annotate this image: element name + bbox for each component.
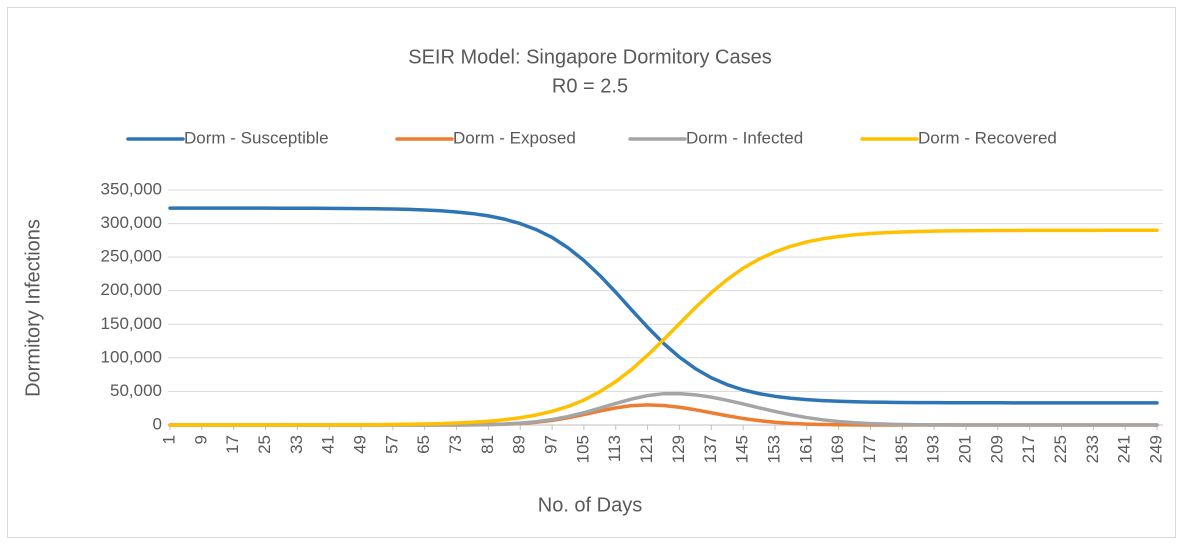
- legend-label: Dorm - Susceptible: [184, 128, 329, 147]
- x-tick-label: 185: [892, 435, 911, 463]
- y-tick-label: 50,000: [110, 381, 162, 400]
- x-tick-label: 41: [319, 435, 338, 454]
- x-tick-label: 9: [191, 435, 210, 444]
- y-tick-label: 150,000: [101, 314, 162, 333]
- x-tick-label: 129: [669, 435, 688, 463]
- x-tick-label: 81: [478, 435, 497, 454]
- x-axis-title: No. of Days: [538, 494, 642, 516]
- y-tick-label: 100,000: [101, 347, 162, 366]
- x-tick-label: 145: [733, 435, 752, 463]
- y-tick-label: 250,000: [101, 247, 162, 266]
- x-tick-label: 73: [446, 435, 465, 454]
- y-axis-title: Dormitory Infections: [22, 219, 44, 397]
- x-tick-label: 241: [1115, 435, 1134, 463]
- legend-label: Dorm - Exposed: [453, 128, 576, 147]
- x-tick-label: 113: [605, 435, 624, 462]
- x-tick-label: 193: [924, 435, 943, 463]
- x-tick-label: 217: [1019, 435, 1038, 463]
- x-tick-label: 89: [510, 435, 529, 454]
- series-line: [168, 206, 1159, 405]
- x-tick-label: 249: [1147, 435, 1166, 463]
- x-tick-label: 121: [637, 435, 656, 463]
- y-tick-label: 200,000: [101, 280, 162, 299]
- x-tick-label: 25: [255, 435, 274, 454]
- chart-subtitle: R0 = 2.5: [552, 75, 628, 97]
- x-tick-label: 105: [573, 435, 592, 463]
- x-tick-label: 137: [701, 435, 720, 463]
- legend-label: Dorm - Infected: [686, 128, 803, 147]
- x-tick-label: 65: [414, 435, 433, 454]
- y-tick-label: 0: [153, 414, 162, 433]
- x-tick-label: 17: [223, 435, 242, 454]
- legend-label: Dorm - Recovered: [918, 128, 1057, 147]
- x-tick-label: 1: [159, 435, 178, 444]
- y-tick-label: 350,000: [101, 179, 162, 198]
- series-line: [168, 228, 1159, 427]
- y-tick-label: 300,000: [101, 213, 162, 232]
- x-tick-label: 33: [287, 435, 306, 454]
- x-tick-label: 225: [1051, 435, 1070, 463]
- x-tick-label: 233: [1083, 435, 1102, 463]
- x-tick-label: 201: [955, 435, 974, 463]
- x-tick-label: 177: [860, 435, 879, 463]
- x-tick-label: 209: [987, 435, 1006, 463]
- x-tick-label: 169: [828, 435, 847, 463]
- chart-border: [7, 7, 1176, 538]
- x-tick-label: 97: [542, 435, 561, 454]
- chart-title: SEIR Model: Singapore Dormitory Cases: [408, 46, 771, 68]
- x-tick-label: 161: [796, 435, 815, 463]
- x-tick-label: 49: [351, 435, 370, 454]
- x-tick-label: 153: [764, 435, 783, 463]
- x-tick-label: 57: [382, 435, 401, 454]
